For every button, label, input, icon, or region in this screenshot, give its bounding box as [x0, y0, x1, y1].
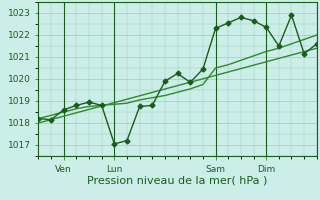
X-axis label: Pression niveau de la mer( hPa ): Pression niveau de la mer( hPa ) [87, 175, 268, 185]
